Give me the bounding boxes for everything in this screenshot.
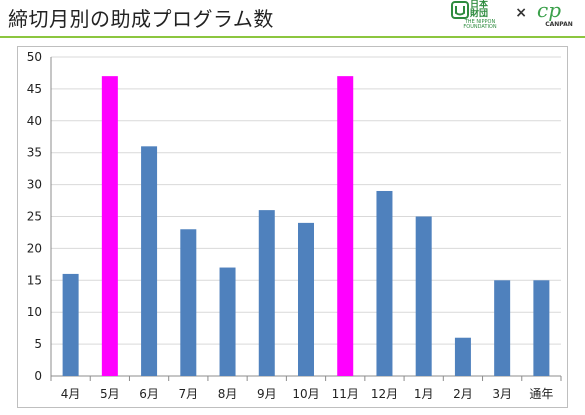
x-tick-label: 4月: [61, 387, 81, 401]
y-tick-label: 45: [27, 82, 42, 96]
y-tick-label: 10: [27, 305, 42, 319]
y-tick-label: 25: [27, 210, 42, 224]
x-tick-label: 5月: [100, 387, 120, 401]
logo-separator: ×: [515, 5, 527, 21]
title-underline: [0, 36, 585, 38]
x-tick-label: 3月: [492, 387, 512, 401]
x-tick-label: 7月: [178, 387, 198, 401]
bar: [141, 146, 158, 376]
bar: [101, 76, 118, 376]
x-tick-label: 2月: [453, 387, 473, 401]
bar: [219, 267, 236, 376]
bar: [337, 76, 354, 376]
x-tick-label: 1月: [414, 387, 434, 401]
x-tick-label: 11月: [332, 387, 359, 401]
bar: [454, 337, 471, 376]
chart-frame: [17, 46, 568, 408]
page-title: 締切月別の助成プログラム数: [8, 7, 274, 31]
y-tick-label: 30: [27, 178, 42, 192]
canpan-logo-text: CANPAN: [545, 21, 573, 28]
y-tick-label: 0: [34, 369, 42, 383]
y-tick-label: 15: [27, 273, 42, 287]
bar: [62, 273, 79, 376]
nippon-foundation-logo-text: 日本 財団: [470, 0, 489, 19]
bar: [415, 216, 432, 376]
y-tick-label: 50: [27, 50, 42, 64]
x-tick-label: 通年: [529, 387, 553, 401]
y-tick-label: 20: [27, 241, 42, 255]
nippon-foundation-mark-icon: [451, 1, 469, 19]
bar: [258, 210, 275, 376]
canpan-logo: cp CANPAN: [533, 0, 585, 30]
x-tick-label: 6月: [139, 387, 159, 401]
x-tick-label: 10月: [292, 387, 319, 401]
y-tick-label: 40: [27, 114, 42, 128]
x-tick-label: 8月: [218, 387, 238, 401]
bar: [298, 222, 314, 376]
y-tick-label: 5: [34, 337, 42, 351]
canpan-logo-mark: cp: [537, 0, 562, 22]
y-tick-label: 35: [27, 146, 42, 160]
bar: [533, 280, 550, 376]
nippon-foundation-logo-subtext: THE NIPPON FOUNDATION: [463, 19, 497, 30]
x-tick-label: 12月: [371, 387, 398, 401]
bar: [180, 229, 197, 376]
bar: [376, 190, 393, 376]
nippon-foundation-logo: 日本 財団 THE NIPPON FOUNDATION: [451, 0, 509, 30]
bar: [494, 280, 511, 376]
x-tick-label: 9月: [257, 387, 277, 401]
